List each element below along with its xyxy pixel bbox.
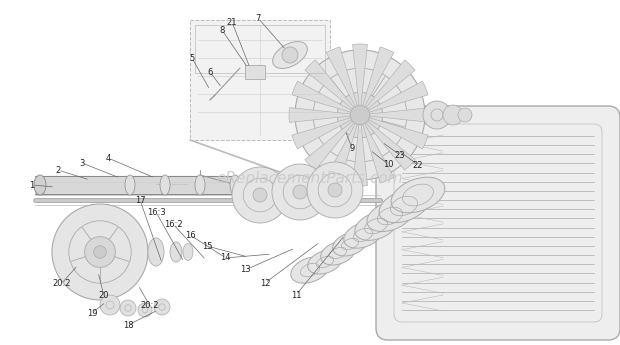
Wedge shape [353, 115, 368, 186]
Wedge shape [360, 115, 428, 149]
Wedge shape [360, 47, 394, 115]
Text: 21: 21 [227, 18, 237, 27]
Ellipse shape [170, 242, 182, 262]
Ellipse shape [321, 241, 355, 265]
Wedge shape [305, 60, 360, 115]
Wedge shape [360, 115, 394, 183]
Circle shape [350, 105, 370, 125]
Text: 16: 16 [185, 230, 195, 239]
Text: 15: 15 [202, 241, 212, 250]
Text: 22: 22 [413, 160, 423, 169]
Circle shape [120, 300, 136, 316]
Circle shape [282, 47, 298, 63]
Circle shape [138, 303, 152, 317]
Circle shape [154, 299, 170, 315]
Ellipse shape [343, 222, 383, 248]
Text: 11: 11 [291, 290, 301, 299]
Text: 12: 12 [260, 278, 270, 287]
Text: eReplacementParts.com: eReplacementParts.com [216, 170, 404, 186]
Wedge shape [353, 44, 368, 115]
Ellipse shape [34, 175, 46, 195]
Ellipse shape [273, 41, 308, 68]
Wedge shape [289, 108, 360, 122]
Circle shape [100, 295, 120, 315]
Wedge shape [360, 108, 431, 122]
Circle shape [328, 183, 342, 197]
Circle shape [295, 50, 425, 180]
Circle shape [85, 237, 115, 267]
Text: 20: 20 [99, 292, 109, 300]
Wedge shape [360, 115, 415, 170]
Ellipse shape [183, 244, 193, 260]
Circle shape [272, 164, 328, 220]
Text: 1: 1 [29, 180, 35, 189]
Circle shape [337, 92, 383, 138]
Ellipse shape [195, 175, 205, 195]
Circle shape [423, 101, 451, 129]
Text: 16:3: 16:3 [146, 207, 166, 217]
Text: 20:2: 20:2 [141, 302, 159, 310]
Text: 8: 8 [219, 26, 224, 34]
Circle shape [52, 204, 148, 300]
Circle shape [307, 162, 363, 218]
Ellipse shape [391, 177, 445, 213]
Circle shape [458, 108, 472, 122]
Text: 13: 13 [240, 266, 250, 275]
Wedge shape [292, 81, 360, 115]
Text: 3: 3 [79, 158, 85, 168]
Ellipse shape [160, 175, 170, 195]
Ellipse shape [379, 189, 429, 223]
Ellipse shape [291, 257, 329, 283]
Text: 7: 7 [255, 13, 260, 22]
Circle shape [94, 246, 106, 258]
Text: 17: 17 [135, 196, 145, 205]
Circle shape [149, 245, 163, 259]
Text: 2: 2 [55, 166, 61, 175]
Ellipse shape [230, 175, 240, 195]
Bar [248, 188, 348, 198]
Circle shape [232, 167, 288, 223]
Text: 4: 4 [105, 154, 110, 162]
Wedge shape [305, 115, 360, 170]
Wedge shape [292, 115, 360, 149]
Ellipse shape [125, 175, 135, 195]
Text: 20:2: 20:2 [53, 278, 71, 287]
Ellipse shape [148, 238, 164, 266]
Circle shape [443, 105, 463, 125]
Wedge shape [360, 60, 415, 115]
Circle shape [253, 188, 267, 202]
Bar [245, 65, 265, 79]
Text: 9: 9 [350, 144, 355, 152]
Bar [190, 20, 330, 140]
Text: 23: 23 [395, 150, 405, 159]
Wedge shape [360, 81, 428, 115]
Text: ——————: —————— [156, 183, 188, 187]
Circle shape [293, 185, 307, 199]
Wedge shape [326, 115, 360, 183]
Text: 14: 14 [219, 254, 230, 263]
Text: 5: 5 [189, 53, 195, 62]
Ellipse shape [333, 232, 367, 256]
Ellipse shape [367, 200, 413, 231]
Text: 10: 10 [383, 159, 393, 168]
Text: 18: 18 [123, 321, 133, 329]
Bar [195, 25, 325, 73]
Text: 16:2: 16:2 [164, 219, 182, 228]
Wedge shape [326, 47, 360, 115]
FancyBboxPatch shape [376, 106, 620, 340]
Ellipse shape [355, 211, 397, 240]
Ellipse shape [308, 250, 342, 274]
Text: 19: 19 [87, 308, 97, 317]
Text: 6: 6 [207, 68, 213, 77]
